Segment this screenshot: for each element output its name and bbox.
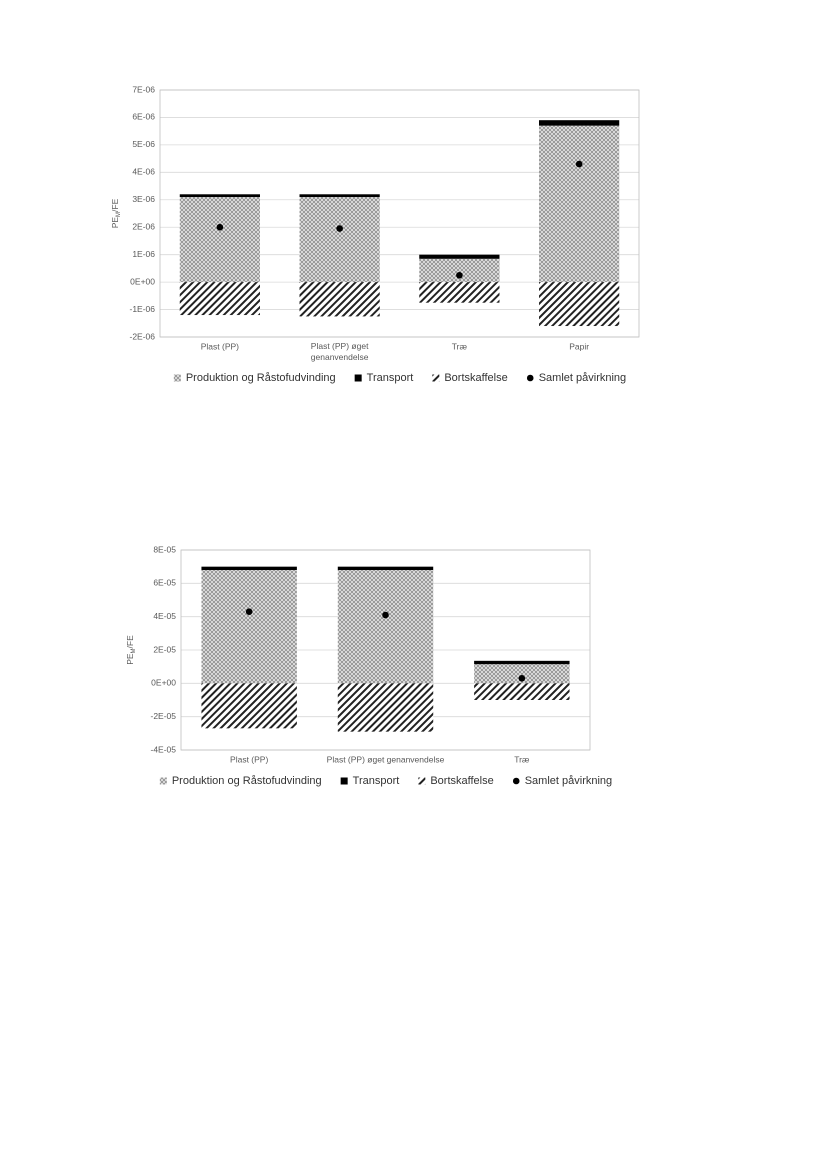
bar-segment	[474, 660, 570, 665]
bar-segment	[179, 282, 260, 316]
total-marker	[456, 271, 463, 279]
total-marker	[518, 675, 526, 682]
x-tick-label: Plast (PP) øget genanvendelse	[311, 341, 369, 362]
y-tick-label: 7E-06	[132, 84, 155, 94]
legend-label: Bortskaffelse	[430, 775, 493, 787]
y-axis-label: PEM/FE	[110, 198, 121, 228]
bar-segment	[337, 566, 434, 570]
bar-segment	[299, 197, 380, 283]
y-tick-label: 0E+00	[130, 276, 155, 286]
bar-segment	[474, 683, 570, 700]
total-marker	[336, 225, 343, 232]
bar-segment	[201, 570, 297, 684]
bar-segment	[179, 194, 260, 198]
bar-segment	[419, 282, 500, 303]
y-axis-label-part: M	[131, 648, 137, 653]
legend-label: Samlet påvirkning	[539, 372, 626, 384]
legend-swatch	[418, 777, 426, 785]
bar-segment	[539, 282, 620, 327]
y-axis-label-part: /FE	[110, 198, 120, 212]
x-tick-label: Plast (PP) øget genanvendelse	[327, 754, 445, 764]
x-tick-label: Træ	[514, 754, 530, 764]
bar-segment	[474, 664, 570, 684]
bar-segment	[299, 194, 380, 198]
y-tick-label: 3E-06	[132, 194, 155, 204]
y-tick-label: 6E-05	[153, 578, 176, 588]
legend-swatch	[512, 777, 520, 785]
total-marker	[216, 223, 224, 231]
y-tick-label: -2E-05	[150, 711, 176, 721]
plot-frame	[180, 549, 591, 751]
legend-label: Produktion og Råstofudvinding	[186, 372, 336, 384]
y-tick-label: 5E-06	[132, 139, 155, 149]
y-axis-label-part: M	[116, 212, 122, 217]
y-axis-label: PEM/FE	[125, 635, 136, 665]
total-marker	[575, 160, 583, 168]
bar-segment	[179, 197, 260, 283]
bar-segment	[201, 683, 297, 729]
bar-segment	[201, 566, 297, 570]
legend-label: Transport	[367, 372, 414, 384]
y-axis-label-part: /FE	[125, 635, 135, 649]
y-tick-label: 0E+00	[151, 678, 176, 688]
legend-label: Produktion og Råstofudvinding	[172, 775, 322, 787]
y-tick-label: 2E-05	[153, 644, 176, 654]
total-marker	[245, 608, 253, 615]
y-tick-label: 4E-06	[132, 167, 155, 177]
y-tick-label: 1E-06	[132, 249, 155, 259]
plot-frame	[159, 89, 640, 338]
bar-segment	[419, 258, 500, 283]
legend-swatch	[340, 777, 348, 785]
y-tick-label: 6E-06	[132, 112, 155, 122]
y-axis-label-part: PE	[125, 653, 135, 665]
legend-swatch	[159, 777, 167, 785]
y-tick-label: -4E-05	[150, 744, 176, 754]
legend-swatch	[173, 374, 181, 382]
bar-segment	[539, 120, 620, 126]
y-tick-label: -1E-06	[129, 304, 155, 314]
bar-segment	[539, 125, 620, 283]
bar-segment	[299, 282, 380, 317]
x-tick-label: Plast (PP)	[230, 754, 268, 764]
legend-swatch	[526, 374, 534, 382]
x-tick-label: Papir	[569, 341, 589, 351]
legend-label: Bortskaffelse	[444, 372, 507, 384]
x-tick-label: Træ	[452, 341, 468, 351]
legend-label: Transport	[353, 775, 400, 787]
bar-segment	[337, 683, 434, 732]
legend-swatch	[354, 374, 362, 382]
y-axis-label-part: PE	[110, 217, 120, 229]
bar-segment	[419, 254, 500, 259]
legend-label: Samlet påvirkning	[525, 775, 612, 787]
bar-segment	[337, 570, 434, 684]
y-tick-label: 8E-05	[153, 544, 176, 554]
y-tick-label: 2E-06	[132, 221, 155, 231]
x-tick-label: Plast (PP)	[201, 341, 239, 351]
y-tick-label: 4E-05	[153, 611, 176, 621]
y-tick-label: -2E-06	[129, 331, 155, 341]
legend-swatch	[432, 374, 440, 382]
total-marker	[382, 611, 389, 619]
